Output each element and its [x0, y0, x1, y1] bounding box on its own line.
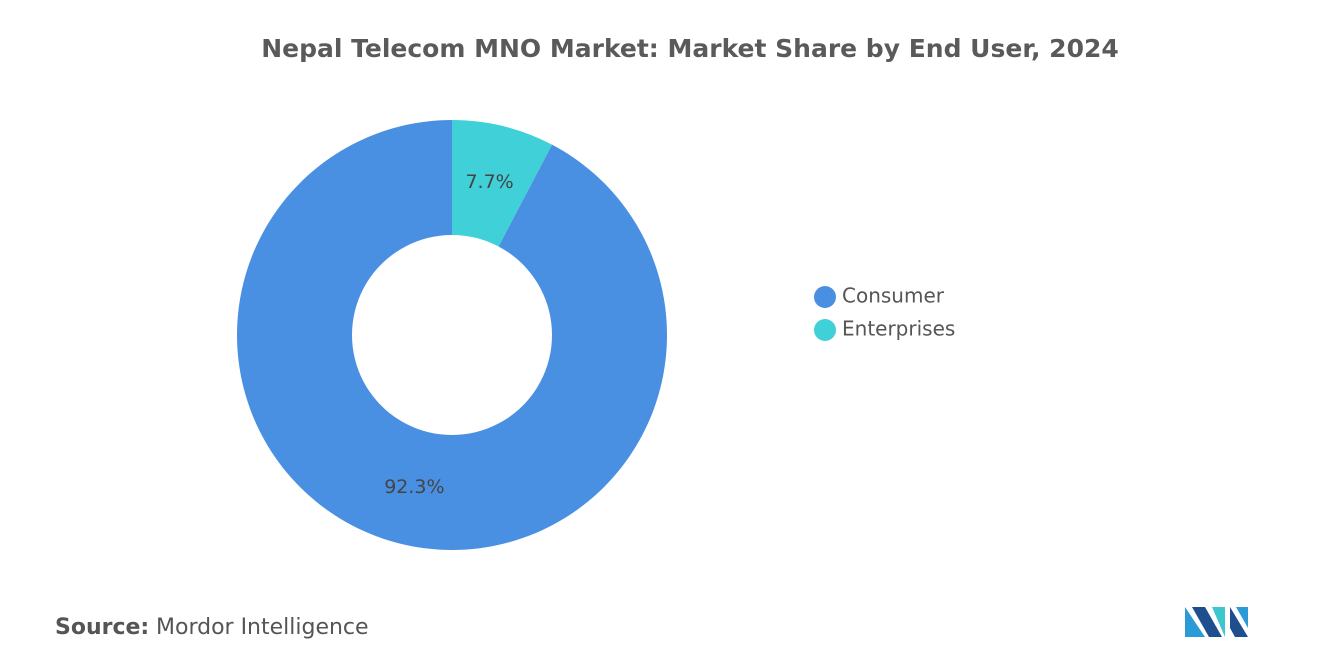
value-label: 92.3%	[384, 476, 444, 498]
legend-swatch	[814, 286, 836, 308]
source: Mordor Intelligence	[156, 615, 369, 640]
logo	[1185, 607, 1248, 637]
legend-swatch	[814, 319, 836, 341]
legend-label: Consumer	[842, 284, 945, 308]
donut-slice	[237, 120, 668, 550]
donut-slice	[452, 120, 553, 247]
chart-title: Nepal Telecom MNO Market: Market Share b…	[261, 34, 1119, 63]
source-label: Source:	[55, 615, 149, 640]
legend-label: Enterprises	[842, 317, 955, 341]
value-label: 7.7%	[465, 171, 513, 193]
